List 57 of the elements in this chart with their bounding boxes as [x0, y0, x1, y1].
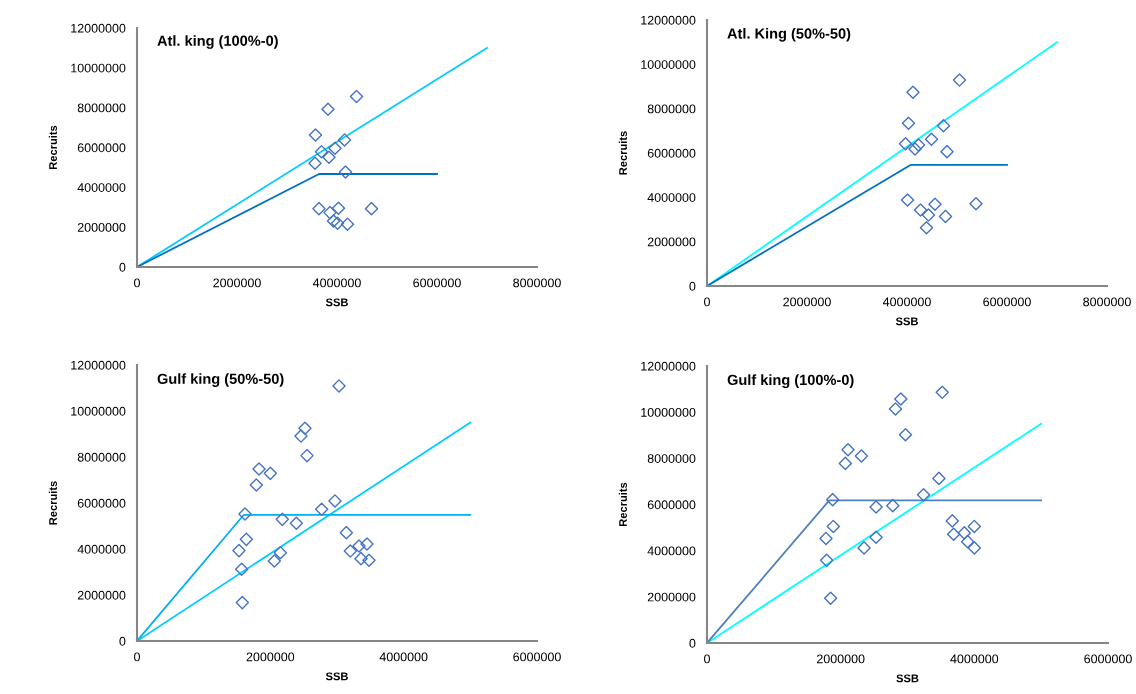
text: Gulf king (50%-50) [157, 373, 284, 387]
x-tick-label: 6000000 [413, 278, 461, 288]
y-tick-label: 12000000 [641, 361, 696, 371]
y-tick-label: 10000000 [71, 63, 126, 73]
y-tick-label: 4000000 [77, 183, 126, 192]
x-tick-label: 2000000 [816, 654, 865, 664]
x-tick-label: 2000000 [246, 652, 295, 662]
x-tick-label: 0 [134, 278, 140, 288]
y-tick-label: 12000000 [71, 360, 126, 370]
x-tick-label: 8000000 [513, 278, 561, 288]
y-tick-label: 12000000 [71, 23, 126, 33]
x-axis-title: SSB [325, 672, 348, 681]
y-tick-label: 2000000 [647, 592, 696, 602]
x-tick-label: 0 [134, 652, 140, 662]
x-tick-label: 6000000 [983, 297, 1031, 307]
x-tick-label: 2000000 [213, 278, 261, 288]
y-tick-label: 8000000 [647, 454, 696, 463]
x-tick-label: 2000000 [783, 297, 831, 307]
x-axis-title: SSB [895, 317, 918, 326]
y-tick-label: 0 [119, 636, 126, 646]
y-tick-label: 2000000 [77, 590, 126, 600]
x-tick-label: 6000000 [1084, 654, 1132, 664]
y-axis-title: Recruits [48, 481, 57, 525]
x-tick-label: 8000000 [1083, 297, 1131, 307]
y-tick-label: 6000000 [647, 148, 696, 158]
y-tick-label: 10000000 [641, 407, 696, 417]
y-tick-label: 10000000 [641, 60, 696, 69]
y-tick-label: 2000000 [647, 237, 696, 247]
y-tick-label: 8000000 [77, 103, 126, 113]
x-tick-label: 0 [704, 297, 710, 307]
x-tick-label: 4000000 [882, 297, 931, 307]
y-tick-label: 6000000 [77, 498, 126, 508]
y-tick-label: 10000000 [71, 406, 126, 416]
x-tick-label: 4000000 [950, 654, 999, 664]
y-axis-title: Recruits [48, 125, 57, 169]
text: Atl. King (50%-50) [727, 27, 851, 42]
y-axis-title: Recruits [618, 131, 627, 175]
y-tick-label: 6000000 [647, 500, 696, 510]
y-tick-label: 4000000 [647, 546, 696, 556]
y-axis-title: Recruits [618, 482, 627, 526]
x-tick-label: 4000000 [312, 278, 361, 288]
x-tick-label: 6000000 [513, 652, 561, 662]
y-tick-label: 4000000 [647, 193, 696, 202]
y-tick-label: 12000000 [641, 15, 696, 25]
y-tick-label: 8000000 [647, 104, 696, 114]
y-tick-label: 2000000 [77, 222, 126, 232]
y-tick-label: 0 [689, 638, 696, 648]
y-tick-label: 4000000 [77, 544, 126, 554]
x-axis-title: SSB [896, 674, 919, 683]
x-axis-title: SSB [325, 298, 348, 307]
text: Gulf king (100%-0) [727, 374, 854, 388]
y-tick-label: 0 [119, 262, 126, 272]
x-tick-label: 0 [704, 654, 710, 664]
y-tick-label: 6000000 [77, 143, 126, 153]
x-tick-label: 4000000 [379, 652, 428, 662]
y-tick-label: 8000000 [77, 452, 126, 462]
chart-title: Atl. king (100%-0) [157, 35, 278, 49]
